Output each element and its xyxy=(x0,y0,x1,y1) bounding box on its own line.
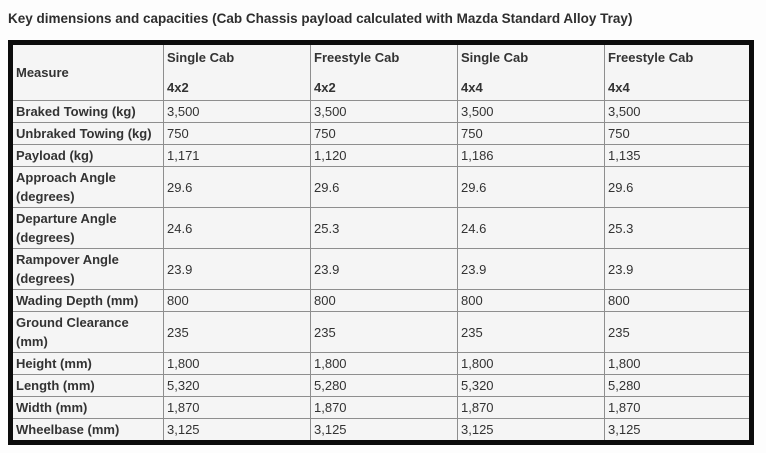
table-row: Braked Towing (kg) 3,500 3,500 3,500 3,500 xyxy=(10,100,752,123)
table-row: Departure Angle (degrees) 24.6 25.3 24.6 25.… xyxy=(10,207,752,249)
value-cell: 1,171 xyxy=(163,144,311,167)
value-cell: 1,870 xyxy=(604,396,752,419)
value-cell: 800 xyxy=(310,289,458,312)
value-cell: 25.3 xyxy=(604,207,752,249)
column-header-measure: Measure xyxy=(10,42,164,101)
value-cell: 23.9 xyxy=(310,248,458,290)
value-cell: 3,125 xyxy=(604,418,752,443)
column-header-drivetrain-label: 4x4 xyxy=(461,80,483,95)
value-cell: 23.9 xyxy=(163,248,311,290)
column-header-drivetrain-label: 4x2 xyxy=(167,80,189,95)
column-header-cab-label: Single Cab xyxy=(461,50,529,65)
row-label: Rampover Angle (degrees) xyxy=(10,248,164,290)
value-cell: 750 xyxy=(310,122,458,145)
column-header-cab-label: Single Cab xyxy=(167,50,235,65)
value-cell: 1,800 xyxy=(457,352,605,375)
row-label: Ground Clearance (mm) xyxy=(10,311,164,353)
table-row: Height (mm) 1,800 1,800 1,800 1,800 xyxy=(10,352,752,375)
table-row: Approach Angle (degrees) 29.6 29.6 29.6 29.6 xyxy=(10,166,752,208)
value-cell: 1,800 xyxy=(310,352,458,375)
value-cell: 1,870 xyxy=(310,396,458,419)
row-label: Braked Towing (kg) xyxy=(10,100,164,123)
value-cell: 1,120 xyxy=(310,144,458,167)
table-row: Wading Depth (mm) 800 800 800 800 xyxy=(10,289,752,312)
table-row: Unbraked Towing (kg) 750 750 750 750 xyxy=(10,122,752,145)
column-header-single-cab-4x2: Single Cab 4x2 xyxy=(163,42,311,101)
value-cell: 800 xyxy=(163,289,311,312)
value-cell: 29.6 xyxy=(604,166,752,208)
row-label: Height (mm) xyxy=(10,352,164,375)
value-cell: 1,870 xyxy=(457,396,605,419)
value-cell: 25.3 xyxy=(310,207,458,249)
row-label: Wheelbase (mm) xyxy=(10,418,164,443)
value-cell: 29.6 xyxy=(457,166,605,208)
value-cell: 3,125 xyxy=(310,418,458,443)
table-row: Length (mm) 5,320 5,280 5,320 5,280 xyxy=(10,374,752,397)
row-label: Payload (kg) xyxy=(10,144,164,167)
value-cell: 235 xyxy=(604,311,752,353)
value-cell: 1,135 xyxy=(604,144,752,167)
column-header-cab-label: Freestyle Cab xyxy=(314,50,400,65)
value-cell: 800 xyxy=(604,289,752,312)
column-header-cab-label: Freestyle Cab xyxy=(608,50,694,65)
value-cell: 3,125 xyxy=(163,418,311,443)
value-cell: 235 xyxy=(310,311,458,353)
value-cell: 3,500 xyxy=(457,100,605,123)
value-cell: 29.6 xyxy=(163,166,311,208)
value-cell: 5,280 xyxy=(604,374,752,397)
column-header-single-cab-4x4: Single Cab 4x4 xyxy=(457,42,605,101)
value-cell: 23.9 xyxy=(457,248,605,290)
header-row: Measure Single Cab 4x2 Freestyle Cab 4x2… xyxy=(10,42,752,101)
table-row: Width (mm) 1,870 1,870 1,870 1,870 xyxy=(10,396,752,419)
row-label: Departure Angle (degrees) xyxy=(10,207,164,249)
value-cell: 5,320 xyxy=(457,374,605,397)
value-cell: 750 xyxy=(457,122,605,145)
value-cell: 235 xyxy=(163,311,311,353)
value-cell: 3,500 xyxy=(604,100,752,123)
value-cell: 1,800 xyxy=(163,352,311,375)
table-row: Rampover Angle (degrees) 23.9 23.9 23.9 23.9 xyxy=(10,248,752,290)
row-label: Unbraked Towing (kg) xyxy=(10,122,164,145)
table-row: Ground Clearance (mm) 235 235 235 235 xyxy=(10,311,752,353)
table-body: Braked Towing (kg) 3,500 3,500 3,500 3,500 Un… xyxy=(10,100,752,443)
value-cell: 750 xyxy=(604,122,752,145)
value-cell: 5,280 xyxy=(310,374,458,397)
value-cell: 24.6 xyxy=(163,207,311,249)
value-cell: 1,870 xyxy=(163,396,311,419)
value-cell: 5,320 xyxy=(163,374,311,397)
value-cell: 750 xyxy=(163,122,311,145)
column-header-freestyle-cab-4x4: Freestyle Cab 4x4 xyxy=(604,42,752,101)
value-cell: 3,125 xyxy=(457,418,605,443)
row-label: Length (mm) xyxy=(10,374,164,397)
column-header-drivetrain-label: 4x2 xyxy=(314,80,336,95)
value-cell: 24.6 xyxy=(457,207,605,249)
row-label: Wading Depth (mm) xyxy=(10,289,164,312)
row-label: Width (mm) xyxy=(10,396,164,419)
column-header-drivetrain-label: 4x4 xyxy=(608,80,630,95)
row-label: Approach Angle (degrees) xyxy=(10,166,164,208)
value-cell: 800 xyxy=(457,289,605,312)
column-header-freestyle-cab-4x2: Freestyle Cab 4x2 xyxy=(310,42,458,101)
value-cell: 29.6 xyxy=(310,166,458,208)
value-cell: 23.9 xyxy=(604,248,752,290)
table-row: Wheelbase (mm) 3,125 3,125 3,125 3,125 xyxy=(10,418,752,443)
dimensions-capacities-table: Measure Single Cab 4x2 Freestyle Cab 4x2… xyxy=(8,40,754,445)
page-title: Key dimensions and capacities (Cab Chass… xyxy=(8,11,633,26)
value-cell: 1,186 xyxy=(457,144,605,167)
value-cell: 3,500 xyxy=(310,100,458,123)
value-cell: 1,800 xyxy=(604,352,752,375)
table-row: Payload (kg) 1,171 1,120 1,186 1,135 xyxy=(10,144,752,167)
value-cell: 235 xyxy=(457,311,605,353)
value-cell: 3,500 xyxy=(163,100,311,123)
